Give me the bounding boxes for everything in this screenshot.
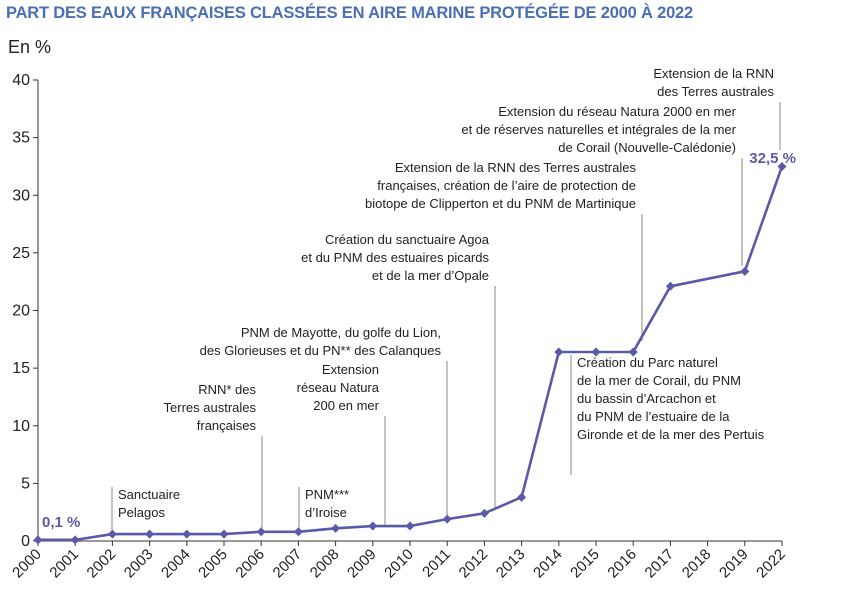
data-label-end: 32,5 % bbox=[749, 150, 796, 167]
x-tick-label: 2014 bbox=[530, 546, 566, 582]
annotation-line: et de la mer d’Opale bbox=[372, 268, 489, 283]
x-tick-label: 2004 bbox=[158, 546, 194, 582]
annotation-line: réseau Natura bbox=[297, 380, 380, 395]
annotation-text: Sanctuaire Pelagos bbox=[118, 487, 180, 520]
annotation-line: d’Iroise bbox=[305, 505, 347, 520]
data-point bbox=[256, 527, 266, 537]
annotation-line: Extension de la RNN des Terres australes bbox=[395, 160, 637, 175]
data-point bbox=[182, 529, 192, 539]
data-label-start: 0,1 % bbox=[42, 514, 80, 531]
x-tick-label: 2019 bbox=[716, 546, 752, 582]
annotation-line: biotope de Clipperton et du PNM de Marti… bbox=[365, 196, 636, 211]
annotation-line: Extension du réseau Natura 2000 en mer bbox=[498, 104, 736, 119]
x-tick-label: 2005 bbox=[195, 546, 231, 582]
x-tick-label: 2013 bbox=[493, 546, 529, 582]
annotation-text: Extension de la RNN des Terres australes bbox=[653, 66, 774, 99]
data-point bbox=[479, 508, 489, 518]
x-tick-label: 2016 bbox=[604, 546, 640, 582]
data-point bbox=[628, 347, 638, 357]
data-point bbox=[777, 161, 787, 171]
annotation-text: PNM de Mayotte, du golfe du Lion, des Glo… bbox=[200, 325, 442, 358]
x-tick-label: 2018 bbox=[679, 546, 715, 582]
annotation-text: PNM*** d’Iroise bbox=[305, 487, 349, 520]
annotations: Sanctuaire Pelagos RNN* des Terres australe… bbox=[111, 66, 781, 531]
data-point bbox=[293, 527, 303, 537]
data-point bbox=[665, 281, 675, 291]
data-point bbox=[591, 347, 601, 357]
y-tick-label: 30 bbox=[12, 187, 30, 204]
annotation-line: Gironde et de la mer des Pertuis bbox=[577, 427, 765, 442]
data-point bbox=[368, 521, 378, 531]
series bbox=[33, 161, 787, 545]
annotation-line: des Terres australes bbox=[657, 84, 774, 99]
data-point bbox=[331, 523, 341, 533]
annotation-line: françaises, création de l’aire de protec… bbox=[377, 178, 636, 193]
annotation-text: Création du sanctuaire Agoa et du PNM des… bbox=[301, 232, 490, 283]
annotation-line: PNM de Mayotte, du golfe du Lion, bbox=[241, 325, 441, 340]
data-point bbox=[442, 514, 452, 524]
annotation-line: Création du sanctuaire Agoa bbox=[325, 232, 490, 247]
annotation-line: Sanctuaire bbox=[118, 487, 180, 502]
x-tick-label: 2009 bbox=[344, 546, 380, 582]
annotation-line: 200 en mer bbox=[313, 398, 379, 413]
x-tick-label: 2006 bbox=[232, 546, 268, 582]
x-tick-label: 2002 bbox=[84, 546, 120, 582]
x-tick-label: 2007 bbox=[270, 546, 306, 582]
x-tick-label: 2012 bbox=[456, 546, 492, 582]
annotation-line: du PNM de l’estuaire de la bbox=[577, 409, 730, 424]
annotation-line: RNN* des bbox=[198, 382, 256, 397]
y-tick-label: 25 bbox=[12, 245, 30, 262]
data-point bbox=[107, 529, 117, 539]
x-tick-label: 2003 bbox=[121, 546, 157, 582]
data-point bbox=[405, 521, 415, 531]
y-tick-label: 35 bbox=[12, 130, 30, 147]
annotation-text: Extension de la RNN des Terres australes… bbox=[365, 160, 636, 211]
y-tick-label: 0 bbox=[21, 533, 30, 550]
annotation-line: PNM*** bbox=[305, 487, 349, 502]
annotation-text: RNN* des Terres australes françaises bbox=[164, 382, 257, 433]
x-tick-label: 2008 bbox=[307, 546, 343, 582]
y-tick-label: 20 bbox=[12, 303, 30, 320]
annotation-line: et du PNM des estuaires picards bbox=[301, 250, 489, 265]
annotation-line: Extension de la RNN bbox=[653, 66, 774, 81]
annotation-text: Extension réseau Natura 200 en mer bbox=[297, 362, 380, 413]
annotation-text: Création du Parc naturel de la mer de Cor… bbox=[577, 355, 765, 442]
annotation-line: des Glorieuses et du PN** des Calanques bbox=[200, 343, 442, 358]
y-tick-label: 15 bbox=[12, 360, 30, 377]
annotation-line: et de réserves naturelles et intégrales … bbox=[461, 122, 736, 137]
data-point bbox=[219, 529, 229, 539]
series-line bbox=[38, 166, 784, 542]
y-axis-label: En % bbox=[8, 37, 51, 57]
y-tick-label: 5 bbox=[21, 475, 30, 492]
annotation-line: françaises bbox=[197, 418, 257, 433]
data-labels: 0,1 % 32,5 % bbox=[42, 150, 796, 531]
annotation-line: Création du Parc naturel bbox=[577, 355, 718, 370]
data-point bbox=[740, 266, 750, 276]
y-tick-label: 10 bbox=[12, 418, 30, 435]
x-tick-label: 2000 bbox=[9, 546, 45, 582]
x-tick-label: 2017 bbox=[642, 546, 678, 582]
annotation-line: Extension bbox=[322, 362, 379, 377]
annotation-line: du bassin d’Arcachon et bbox=[577, 391, 716, 406]
data-point bbox=[145, 529, 155, 539]
chart-title: PART DES EAUX FRANÇAISES CLASSÉES EN AIR… bbox=[6, 4, 694, 22]
data-point bbox=[517, 492, 527, 502]
y-tick-label: 40 bbox=[12, 72, 30, 89]
x-tick-label: 2022 bbox=[753, 546, 789, 582]
annotation-line: de la mer de Corail, du PNM bbox=[577, 373, 741, 388]
x-tick-label: 2010 bbox=[381, 546, 417, 582]
x-tick-label: 2015 bbox=[567, 546, 603, 582]
data-point bbox=[33, 535, 43, 545]
annotation-text: Extension du réseau Natura 2000 en mer et… bbox=[461, 104, 736, 155]
x-tick-label: 2011 bbox=[419, 546, 454, 581]
data-point bbox=[70, 535, 80, 545]
x-tick-label: 2001 bbox=[46, 546, 82, 582]
annotation-line: Pelagos bbox=[118, 505, 165, 520]
annotation-line: de Corail (Nouvelle-Calédonie) bbox=[558, 140, 736, 155]
data-point bbox=[554, 347, 564, 357]
annotation-line: Terres australes bbox=[164, 400, 257, 415]
